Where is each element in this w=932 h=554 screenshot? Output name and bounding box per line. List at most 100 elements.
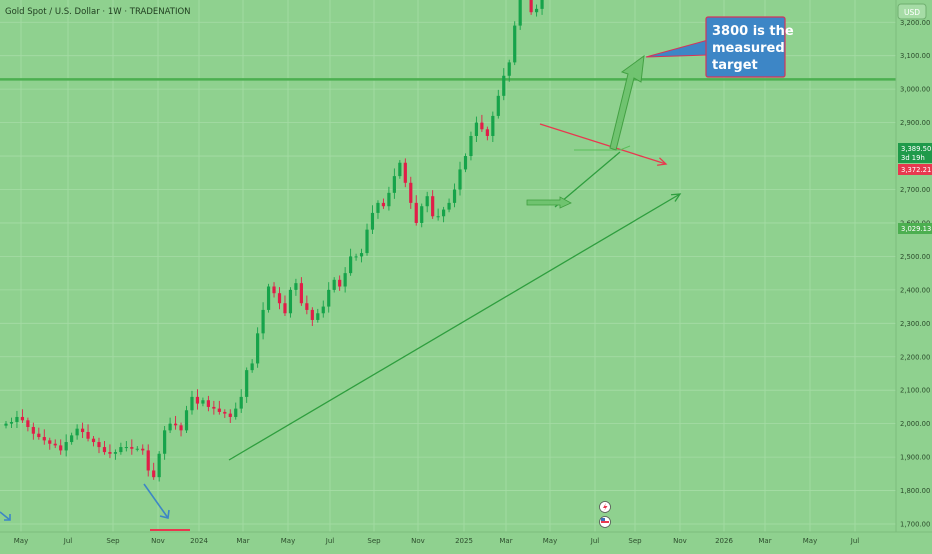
candle[interactable]	[190, 390, 194, 415]
candle[interactable]	[113, 449, 117, 460]
candle[interactable]	[387, 186, 391, 211]
target-callout[interactable]: 3800 is the measured target	[645, 16, 794, 78]
candle[interactable]	[146, 444, 150, 477]
candle[interactable]	[223, 409, 227, 418]
candle[interactable]	[168, 417, 172, 434]
candle[interactable]	[370, 205, 375, 234]
candle[interactable]	[458, 161, 462, 196]
candle[interactable]	[491, 111, 495, 143]
candle[interactable]	[179, 422, 183, 437]
candle[interactable]	[206, 395, 210, 412]
candle[interactable]	[294, 278, 298, 296]
triangle-lower-line[interactable]	[554, 151, 621, 208]
candle[interactable]	[130, 439, 134, 455]
candle[interactable]	[392, 168, 396, 199]
candle[interactable]	[250, 359, 254, 373]
candle[interactable]	[201, 397, 205, 407]
candle[interactable]	[288, 287, 293, 318]
candle[interactable]	[4, 420, 8, 429]
candle[interactable]	[343, 267, 347, 293]
candle[interactable]	[485, 126, 489, 141]
candle[interactable]	[469, 131, 473, 161]
candle[interactable]	[452, 183, 457, 208]
candle[interactable]	[338, 275, 342, 291]
candle[interactable]	[310, 307, 314, 326]
candle[interactable]	[212, 400, 216, 415]
candle[interactable]	[431, 190, 435, 219]
candle[interactable]	[245, 367, 249, 403]
candle[interactable]	[513, 21, 517, 66]
candle[interactable]	[518, 0, 522, 30]
candle[interactable]	[442, 206, 446, 223]
candle[interactable]	[283, 295, 287, 316]
candle[interactable]	[37, 427, 41, 440]
candle[interactable]	[474, 116, 479, 143]
candle[interactable]	[48, 437, 52, 450]
candle[interactable]	[86, 424, 90, 442]
candle[interactable]	[173, 415, 178, 430]
breakout-arrow[interactable]	[526, 196, 572, 209]
candle[interactable]	[327, 282, 331, 313]
long-term-trendline-arrow[interactable]	[228, 193, 681, 461]
candle[interactable]	[299, 277, 303, 306]
candle[interactable]	[480, 114, 484, 132]
price-axis-panel[interactable]	[896, 0, 932, 550]
candle[interactable]	[502, 68, 506, 101]
candle[interactable]	[9, 417, 14, 428]
candle[interactable]	[102, 441, 107, 455]
candle[interactable]	[398, 160, 402, 179]
candle[interactable]	[53, 439, 57, 449]
candle[interactable]	[26, 417, 30, 432]
candle-series[interactable]	[4, 0, 592, 482]
candle[interactable]	[217, 400, 221, 415]
candle[interactable]	[184, 405, 189, 434]
candle[interactable]	[261, 302, 265, 340]
candle[interactable]	[365, 223, 369, 256]
candle[interactable]	[305, 295, 309, 315]
candle[interactable]	[75, 424, 79, 440]
candle[interactable]	[91, 436, 96, 447]
candle[interactable]	[163, 425, 167, 460]
candle[interactable]	[15, 410, 19, 428]
candle[interactable]	[403, 158, 407, 188]
candle[interactable]	[64, 434, 68, 457]
candle[interactable]	[152, 462, 156, 480]
candle[interactable]	[496, 89, 500, 119]
candle[interactable]	[80, 422, 85, 439]
candle[interactable]	[266, 283, 271, 313]
candle[interactable]	[354, 253, 358, 261]
candle[interactable]	[447, 198, 451, 213]
candle[interactable]	[425, 191, 429, 213]
candle[interactable]	[272, 282, 276, 298]
price-axis[interactable]: 1,700.00 1,800.00 1,900.00 2,000.00 2,100.00…	[895, 0, 932, 550]
candle[interactable]	[463, 153, 468, 173]
candle[interactable]	[376, 200, 380, 219]
candle[interactable]	[381, 198, 386, 209]
candle[interactable]	[420, 203, 424, 228]
candle[interactable]	[436, 208, 440, 221]
candle[interactable]	[108, 444, 112, 459]
candle[interactable]	[119, 442, 123, 455]
candle[interactable]	[349, 248, 353, 276]
candle[interactable]	[195, 389, 200, 410]
candle[interactable]	[534, 4, 539, 17]
candle[interactable]	[540, 0, 544, 15]
candle[interactable]	[414, 195, 418, 226]
triangle-upper-arrow[interactable]	[539, 123, 667, 165]
candle[interactable]	[70, 432, 74, 445]
candle[interactable]	[239, 389, 243, 413]
candle[interactable]	[277, 287, 282, 310]
candle[interactable]	[234, 402, 238, 420]
candle[interactable]	[507, 59, 511, 82]
candle[interactable]	[59, 439, 63, 455]
candle[interactable]	[97, 437, 101, 454]
candle[interactable]	[20, 409, 25, 423]
candle[interactable]	[124, 441, 128, 452]
candle[interactable]	[141, 444, 145, 455]
candle[interactable]	[135, 446, 139, 452]
projection-arrow[interactable]	[609, 54, 645, 151]
candle[interactable]	[321, 300, 325, 318]
candle[interactable]	[529, 0, 533, 15]
